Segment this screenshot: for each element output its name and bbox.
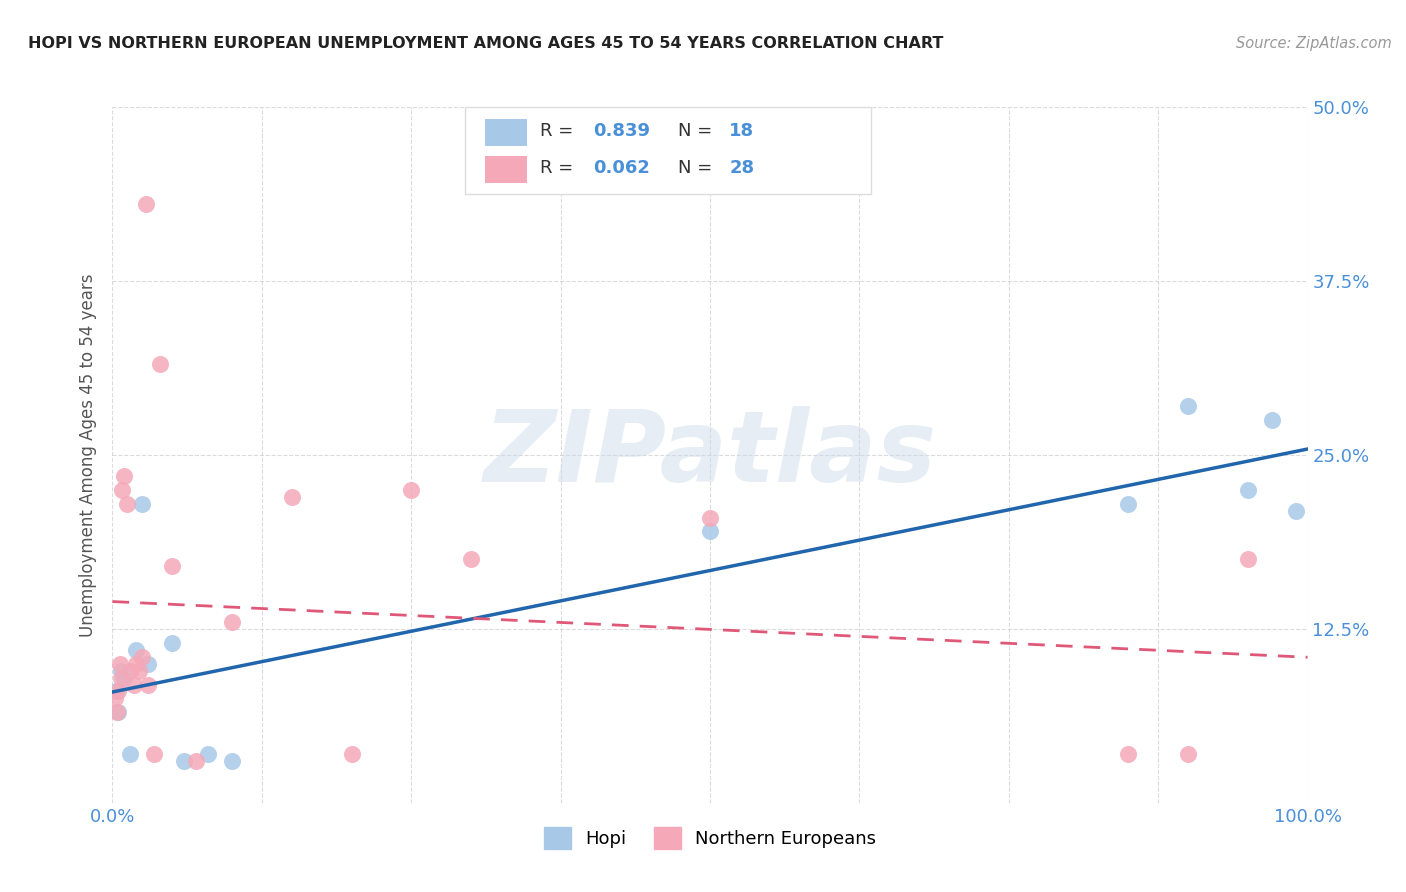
Point: [120, 664, 142, 678]
Point: [131, 497, 153, 511]
Point: [699, 524, 721, 539]
Point: [1285, 503, 1308, 517]
Point: [197, 747, 219, 761]
Text: ZIPatlas: ZIPatlas: [484, 407, 936, 503]
Point: [128, 664, 150, 678]
Bar: [485, 156, 527, 183]
Point: [401, 483, 423, 497]
Point: [1237, 552, 1260, 566]
Point: [699, 510, 721, 524]
Point: [1118, 497, 1140, 511]
Point: [104, 691, 127, 706]
Text: 28: 28: [730, 159, 754, 178]
FancyBboxPatch shape: [465, 107, 872, 194]
Point: [111, 483, 134, 497]
Y-axis label: Unemployment Among Ages 45 to 54 years: Unemployment Among Ages 45 to 54 years: [79, 273, 97, 637]
Point: [120, 747, 142, 761]
Text: Source: ZipAtlas.com: Source: ZipAtlas.com: [1236, 36, 1392, 51]
Point: [114, 468, 135, 483]
Text: 0.839: 0.839: [593, 121, 650, 139]
Point: [108, 657, 131, 671]
Point: [115, 497, 138, 511]
Point: [221, 615, 243, 629]
Point: [1261, 413, 1284, 427]
Text: HOPI VS NORTHERN EUROPEAN UNEMPLOYMENT AMONG AGES 45 TO 54 YEARS CORRELATION CHA: HOPI VS NORTHERN EUROPEAN UNEMPLOYMENT A…: [28, 36, 943, 51]
Point: [162, 636, 183, 650]
Point: [125, 657, 148, 671]
Point: [1177, 747, 1199, 761]
Point: [1118, 747, 1140, 761]
Point: [340, 747, 363, 761]
Point: [221, 754, 243, 768]
Point: [173, 754, 195, 768]
Text: N =: N =: [678, 121, 717, 139]
Point: [135, 197, 157, 211]
Point: [143, 747, 166, 761]
Point: [131, 649, 153, 664]
Point: [105, 684, 128, 698]
Point: [186, 754, 208, 768]
Text: 18: 18: [730, 121, 754, 139]
Point: [122, 677, 145, 691]
Point: [281, 490, 304, 504]
Point: [107, 706, 129, 720]
Point: [125, 642, 148, 657]
Point: [110, 664, 132, 678]
Point: [107, 684, 129, 698]
Point: [110, 671, 132, 685]
Text: R =: R =: [540, 121, 579, 139]
Point: [138, 677, 160, 691]
Point: [149, 358, 172, 372]
Text: 0.062: 0.062: [593, 159, 650, 178]
Point: [460, 552, 482, 566]
Point: [1237, 483, 1260, 497]
Text: N =: N =: [678, 159, 717, 178]
Bar: [485, 120, 527, 145]
Point: [1177, 399, 1199, 413]
Point: [162, 559, 183, 574]
Legend: Hopi, Northern Europeans: Hopi, Northern Europeans: [537, 820, 883, 856]
Point: [138, 657, 160, 671]
Point: [105, 706, 128, 720]
Point: [114, 671, 135, 685]
Text: R =: R =: [540, 159, 579, 178]
